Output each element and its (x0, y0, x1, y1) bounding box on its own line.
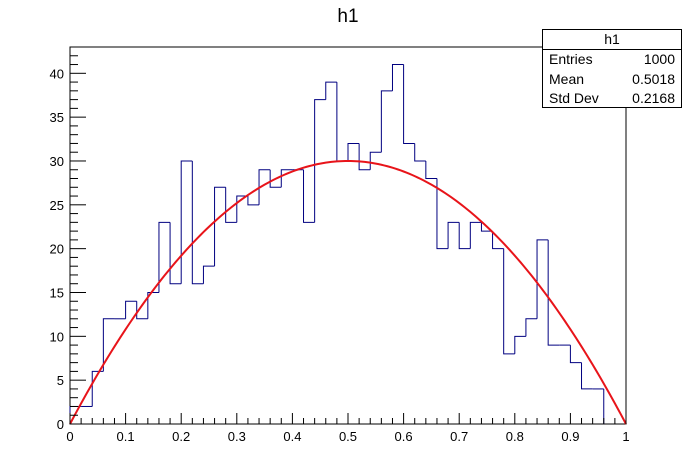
histogram-bin (258, 169, 271, 205)
stats-row-entries: Entries 1000 (543, 50, 681, 70)
y-tick-label: 25 (50, 198, 64, 213)
fit-curve (69, 159, 627, 425)
x-tick-label: 0.9 (561, 429, 579, 444)
x-tick-label: 0.5 (339, 429, 357, 444)
axis-layer: 0 0.1 0.2 0.3 0.4 0.5 0.6 0.7 0.8 0.9 105101520253… (50, 46, 630, 444)
histogram-bin (280, 169, 293, 188)
fit-layer (69, 159, 627, 425)
histogram-bin (336, 82, 348, 162)
histogram-bin (247, 196, 260, 206)
x-tick-label: 0.2 (172, 429, 190, 444)
histogram-bin (391, 64, 404, 91)
histogram-bin (425, 160, 437, 180)
histogram-bin (536, 239, 549, 319)
x-tick-label: 0.6 (395, 429, 413, 444)
y-tick-label: 35 (50, 110, 64, 125)
histogram-bin (492, 231, 504, 250)
histogram-bin (169, 222, 182, 285)
histogram-bin (136, 301, 148, 320)
x-tick-label: 0 (66, 429, 73, 444)
stats-box: h1 Entries 1000 Mean 0.5018 Std Dev 0.21… (542, 29, 682, 108)
stats-label: Mean (549, 70, 585, 87)
x-tick-label: 0.1 (117, 429, 135, 444)
histogram-bin (436, 178, 449, 250)
histogram-bin (102, 318, 115, 372)
x-tick-label: 1 (622, 429, 629, 444)
histogram-bin (514, 335, 526, 354)
histogram-bin (158, 221, 171, 293)
histogram-bin (369, 151, 382, 170)
y-tick-label: 30 (50, 154, 64, 169)
histogram-bin (303, 169, 315, 223)
stats-value: 1000 (643, 51, 675, 67)
histogram-bin (347, 142, 360, 161)
stats-row-stddev: Std Dev 0.2168 (543, 89, 681, 109)
histogram-bin (314, 99, 326, 223)
histogram-bin (358, 143, 371, 171)
histogram-bin (503, 248, 515, 355)
stats-row-mean: Mean 0.5018 (543, 70, 681, 90)
x-tick-label: 0.4 (283, 429, 301, 444)
stats-value: 0.2168 (632, 90, 675, 106)
chart-title: h1 (337, 6, 359, 27)
histogram-bin (180, 160, 193, 284)
histogram-bin (269, 169, 282, 188)
histogram-bin (147, 291, 159, 319)
histogram-bin (91, 370, 104, 407)
histogram-bin (525, 318, 538, 337)
histogram-bin (225, 187, 237, 223)
histogram-bin (458, 222, 471, 250)
histogram-bin (202, 265, 215, 284)
histogram-bin (480, 222, 493, 232)
histogram-bin (581, 362, 593, 390)
y-tick-label: 15 (50, 285, 64, 300)
x-tick-label: 0.8 (506, 429, 524, 444)
histogram-bin (414, 143, 426, 162)
histogram-bin (547, 239, 560, 346)
y-tick-label: 10 (50, 329, 64, 344)
x-tick-label: 0.7 (450, 429, 468, 444)
histogram-bin (236, 195, 248, 223)
stats-title: h1 (543, 30, 681, 50)
histogram-bin (325, 81, 337, 100)
x-tick-label: 0.3 (228, 429, 246, 444)
histogram-bin (214, 186, 226, 267)
stats-value: 0.5018 (632, 70, 675, 87)
histogram-bin (125, 300, 137, 319)
histogram-bin (569, 345, 582, 364)
histogram-layer (69, 64, 605, 424)
y-tick-label: 40 (50, 66, 64, 81)
y-tick-label: 0 (57, 417, 64, 432)
histogram-bin (469, 221, 482, 249)
histogram-bin (380, 90, 393, 153)
histogram-bin (191, 160, 204, 285)
histogram-bin (447, 221, 460, 249)
histogram-bin (403, 64, 415, 144)
stats-label: Entries (549, 51, 593, 67)
stats-label: Std Dev (549, 90, 599, 106)
y-tick-label: 5 (57, 373, 64, 388)
y-tick-label: 20 (50, 242, 64, 257)
